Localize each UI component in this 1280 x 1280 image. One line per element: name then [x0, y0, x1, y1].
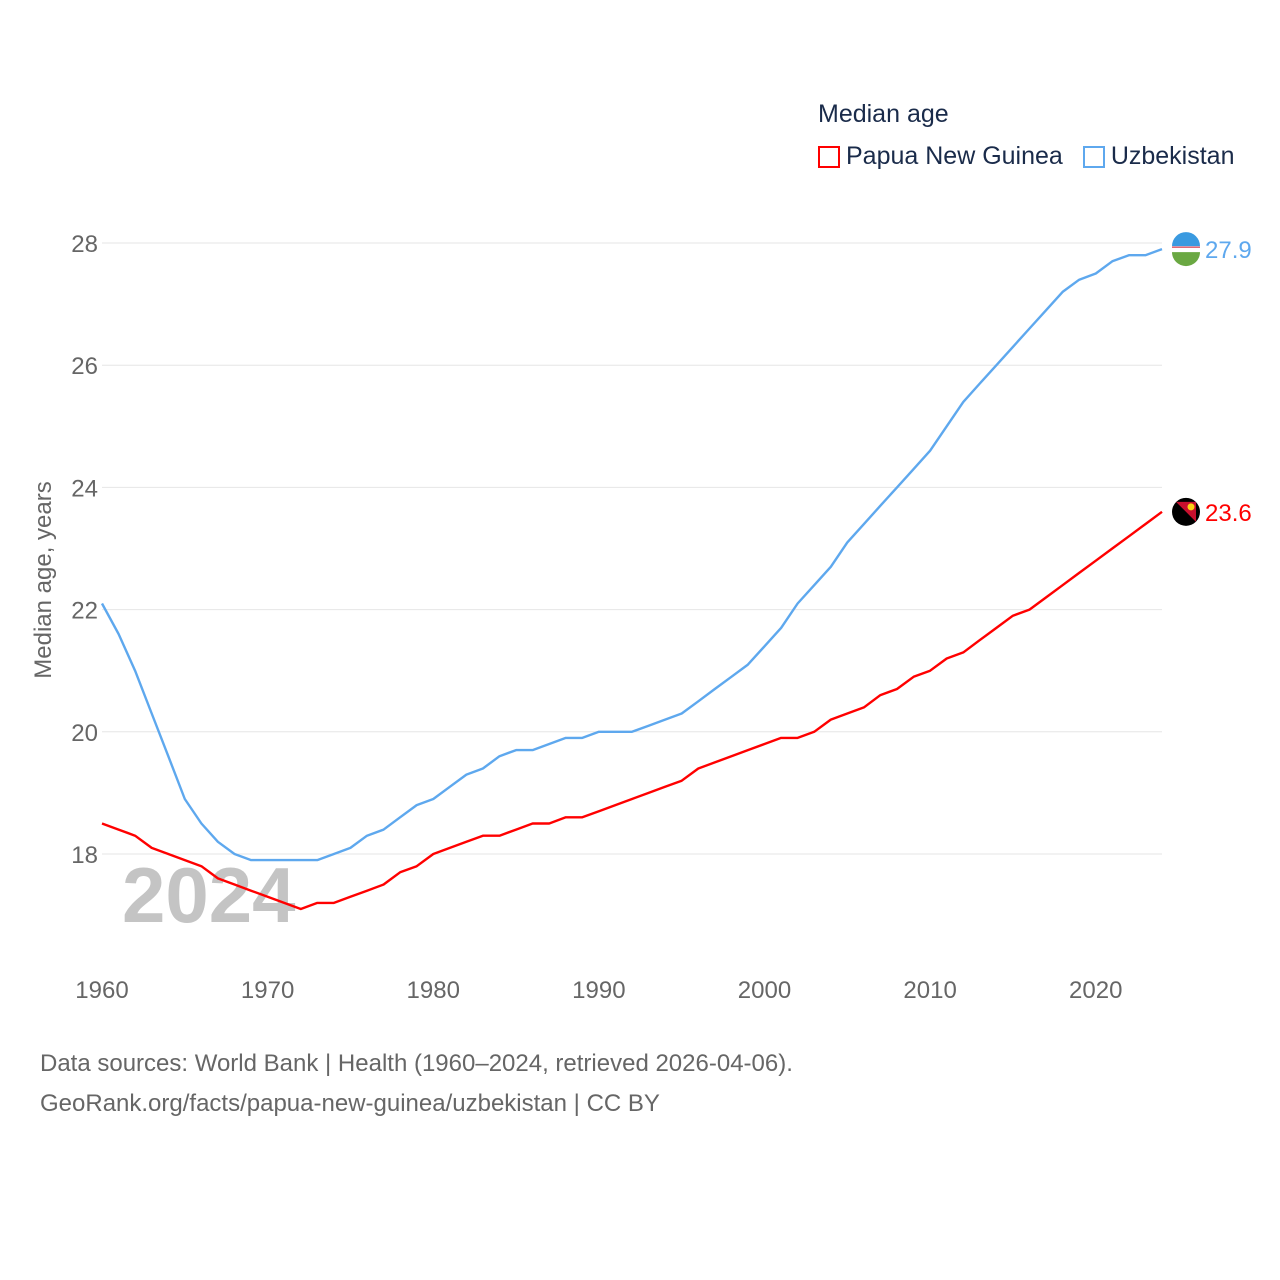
x-tick-label: 1990	[572, 977, 625, 1004]
legend-swatch-uzbekistan	[1082, 145, 1105, 168]
legend-item-uzbekistan[interactable]: Uzbekistan	[1082, 142, 1235, 171]
series-line-uzbekistan	[100, 247, 1163, 862]
legend-swatch-png	[818, 145, 840, 168]
y-tick-label: 26	[71, 353, 98, 380]
legend: Papua New Guinea Uzbekistan	[818, 142, 1234, 171]
x-tick-label: 2020	[1069, 977, 1122, 1004]
x-tick-label: 1970	[241, 977, 294, 1004]
y-tick-label: 28	[71, 231, 98, 258]
png-flag-bird	[1187, 503, 1195, 511]
end-value-label: 23.6	[1205, 500, 1252, 527]
y-tick-label: 18	[71, 842, 98, 869]
x-tick-label: 1960	[75, 977, 128, 1004]
x-tick-label: 2010	[903, 977, 956, 1004]
source-note: Data sources: World Bank | Health (1960–…	[40, 1044, 793, 1124]
x-tick-label: 2000	[738, 977, 791, 1004]
end-value-label: 27.9	[1205, 237, 1252, 264]
uzbekistan-flag-green	[1172, 252, 1200, 267]
y-axis-label: Median age, years	[30, 481, 57, 678]
y-tick-label: 22	[71, 598, 98, 625]
legend-label: Papua New Guinea	[846, 142, 1063, 170]
legend-item-papua-new-guinea[interactable]: Papua New Guinea	[818, 142, 1063, 171]
legend-title: Median age	[818, 100, 949, 128]
source-link[interactable]: GeoRank.org/facts/papua-new-guinea/uzbek…	[40, 1090, 660, 1117]
legend-label: Uzbekistan	[1110, 142, 1235, 170]
year-watermark: 2024	[122, 851, 296, 939]
series-line-papua-new-guinea	[101, 510, 1163, 911]
uzbekistan-flag-blue	[1172, 232, 1200, 247]
y-tick-label: 20	[71, 720, 98, 747]
source-line: Data sources: World Bank | Health (1960–…	[40, 1050, 793, 1077]
x-tick-label: 1980	[407, 977, 460, 1004]
y-tick-label: 24	[71, 475, 98, 502]
